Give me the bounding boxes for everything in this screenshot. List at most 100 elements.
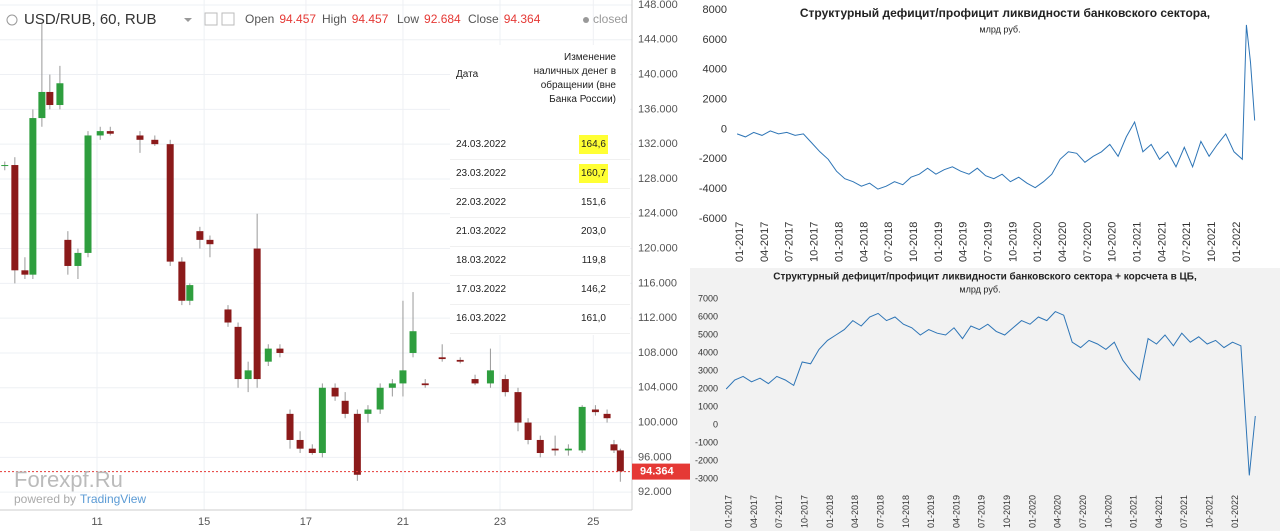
candle-body	[286, 413, 294, 440]
x-tick-label: 10-2018	[908, 222, 920, 262]
chart-subtitle: млрд руб.	[979, 24, 1020, 34]
candle-body	[399, 370, 407, 384]
x-tick-label: 10-2021	[1206, 222, 1218, 262]
date-cell: 16.03.2022	[456, 313, 507, 324]
candle-body	[616, 450, 624, 472]
y-tick-label: 144.000	[638, 34, 678, 46]
candle-body	[11, 165, 19, 271]
x-tick-label: 21	[397, 516, 409, 528]
candle-body	[471, 379, 479, 384]
chart-subtitle: млрд руб.	[959, 284, 1000, 294]
x-tick-label: 04-2017	[759, 222, 771, 262]
date-cell: 23.03.2022	[456, 168, 507, 179]
x-tick-label: 01-2019	[933, 222, 945, 262]
x-tick-label: 07-2019	[982, 222, 994, 262]
candle-body	[438, 357, 446, 360]
status-dot	[583, 17, 589, 23]
chart-title: Структурный дефицит/профицит ликвидности…	[773, 271, 1197, 283]
y-tick-label: -3000	[695, 473, 718, 483]
x-tick-label: 04-2021	[1156, 222, 1168, 262]
x-tick-label: 17	[300, 516, 312, 528]
date-cell: 18.03.2022	[456, 255, 507, 266]
x-tick-label: 04-2018	[858, 222, 870, 262]
candle-body	[388, 383, 396, 388]
x-tick-label: 10-2017	[809, 222, 821, 262]
y-tick-label: 4000	[703, 64, 727, 76]
candle-body	[234, 326, 242, 380]
x-tick-label: 11	[91, 516, 102, 528]
candle-body	[296, 439, 304, 449]
x-tick-label: 01-2022	[1230, 495, 1240, 528]
candle-body	[353, 413, 361, 475]
y-tick-label: 3000	[698, 365, 718, 375]
x-tick-label: 01-2021	[1132, 222, 1144, 262]
candle-body	[409, 331, 417, 353]
date-cell: 24.03.2022	[456, 139, 507, 150]
y-tick-label: -2000	[699, 153, 727, 165]
header-cell: Дата	[456, 69, 479, 80]
candle-body	[46, 91, 54, 106]
candle-body	[106, 131, 114, 134]
chart-title: USD/RUB, 60, RUB	[24, 11, 157, 28]
candle-body	[578, 406, 586, 451]
candle-body	[186, 285, 194, 301]
candle-body	[564, 448, 572, 451]
line-chart: -3000 -2000 -1000 0 1000 2000 3000 4000 5000 6000…	[690, 268, 1280, 531]
y-tick-label: 6000	[698, 311, 718, 321]
y-tick-label: 0	[721, 123, 727, 135]
y-tick-label: 96.000	[638, 451, 672, 463]
y-tick-label: 5000	[698, 329, 718, 339]
y-tick-label: -1000	[695, 437, 718, 447]
candle-body	[74, 252, 82, 266]
y-tick-label: 148.000	[638, 0, 678, 11]
x-tick-label: 07-2017	[784, 222, 796, 262]
candle-body	[318, 387, 326, 454]
y-tick-label: 140.000	[638, 68, 678, 80]
settings-icon[interactable]	[204, 12, 218, 26]
last-price-label: 94.364	[640, 466, 675, 478]
data-table: Дата Изменение наличных денег в обращении…	[450, 45, 630, 335]
candle-body	[96, 131, 104, 136]
x-tick-label: 07-2018	[883, 222, 895, 262]
y-tick-label: 0	[713, 419, 718, 429]
table-row: 17.03.2022 146,2	[450, 276, 630, 305]
y-tick-label: 100.000	[638, 416, 678, 428]
dropdown-arrow[interactable]	[184, 18, 192, 22]
table-row: 16.03.2022 161,0	[450, 305, 630, 334]
value-cell: 203,0	[580, 226, 606, 237]
value-cell: 151,6	[580, 197, 606, 208]
x-tick-label: 07-2020	[1078, 495, 1088, 528]
value-cell: 161,0	[580, 313, 606, 324]
candle-body	[536, 439, 544, 454]
candle-body	[276, 348, 284, 353]
y-tick-label: 8000	[703, 4, 727, 16]
y-tick-label: 116.000	[638, 277, 677, 289]
ohlc-value: 92.684	[424, 12, 461, 26]
x-tick-label: 10-2017	[800, 495, 810, 528]
table-row: 24.03.2022 164,6	[450, 131, 630, 160]
y-tick-label: -6000	[699, 213, 727, 225]
candle-body	[524, 422, 532, 440]
candle-body	[196, 231, 204, 240]
y-tick-label: 120.000	[638, 242, 678, 254]
x-tick-label: 01-2020	[1032, 222, 1044, 262]
x-tick-label: 07-2021	[1179, 495, 1189, 528]
x-tick-label: 01-2017	[724, 495, 734, 528]
candle-body	[610, 444, 618, 451]
candle-body	[421, 383, 429, 386]
chart-title: Структурный дефицит/профицит ликвидности…	[800, 6, 1210, 20]
candle-body	[514, 392, 522, 423]
x-tick-label: 01-2017	[734, 222, 746, 262]
x-tick-label: 07-2021	[1181, 222, 1193, 262]
candle-body	[331, 387, 339, 397]
settings-icon[interactable]	[221, 12, 235, 26]
symbol-icon	[6, 14, 18, 26]
table-row: 21.03.2022 203,0	[450, 218, 630, 247]
x-tick-label: 04-2018	[850, 495, 860, 528]
y-tick-label: 1000	[698, 401, 718, 411]
y-tick-label: 4000	[698, 347, 718, 357]
y-tick-label: 2000	[703, 93, 727, 105]
candle-body	[456, 359, 464, 362]
credit: powered by	[14, 492, 76, 506]
candle-body	[206, 239, 214, 245]
